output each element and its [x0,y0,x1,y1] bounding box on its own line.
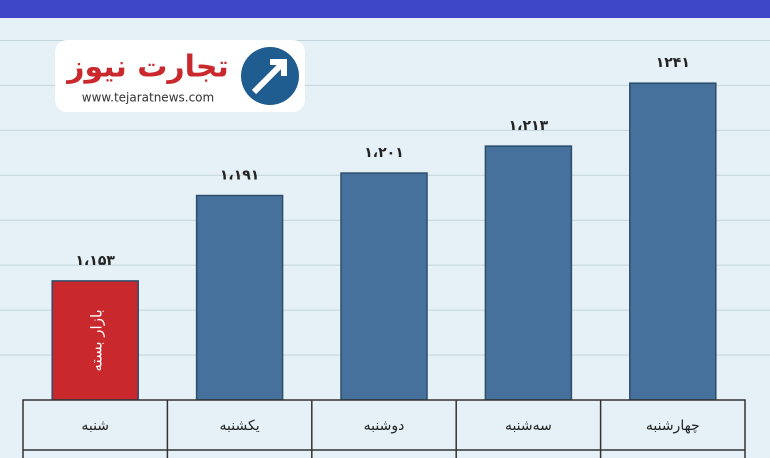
x-tick-label: چهارشنبه [646,418,700,434]
logo-arrow [251,59,287,95]
x-tick-label: سه‌شنبه [505,418,552,434]
value-label: ۱،۲۱۳ [509,118,549,134]
x-tick-label: شنبه [81,418,109,434]
logo-title: تجارت نیوز [65,50,229,85]
annotation: بازار بسته [88,309,106,371]
value-label: ۱،۲۰۱ [364,145,404,161]
bar [195,194,284,401]
bar [340,172,428,401]
value-label: ۱،۱۹۱ [220,168,260,184]
x-tick-label: یکشنبه [220,418,260,434]
value-label: ۱،۱۵۳ [75,253,115,269]
logo-url: www.tejaratnews.com [82,91,214,105]
bar [51,280,139,401]
bar [484,145,573,401]
x-tick-label: دوشنبه [364,418,405,434]
table-bg [22,399,746,458]
value-label: ۱۲۴۱ [656,55,690,71]
bars: ۱،۱۵۳ ۱،۱۹۱ ۱،۲۰۱ ۱،۲۱۳ ۱۲۴۱ بازار بسته [51,55,717,401]
bar [629,82,717,401]
table: شنبه یکشنبه دوشنبه سه‌شنبه چهارشنبه [22,399,746,458]
logo-box [55,40,305,112]
header-bar [0,0,770,18]
